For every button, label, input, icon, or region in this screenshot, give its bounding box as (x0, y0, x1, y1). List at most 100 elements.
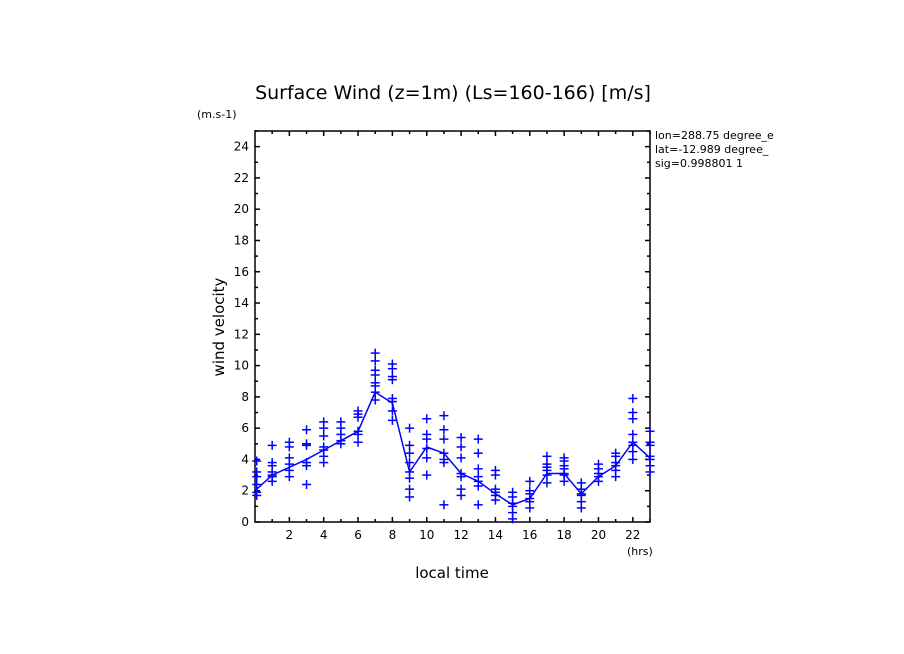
chart-title: Surface Wind (z=1m) (Ls=160-166) [m/s] (255, 82, 651, 104)
scatter-point (319, 431, 329, 441)
scatter-point (302, 425, 312, 435)
scatter-point (456, 442, 466, 452)
scatter-point (267, 458, 277, 468)
scatter-point (525, 486, 535, 496)
y-tick-label: 12 (234, 327, 249, 341)
y-tick-label: 16 (234, 265, 249, 279)
scatter-point (456, 453, 466, 463)
x-tick-label: 6 (354, 528, 362, 542)
y-tick-label: 6 (241, 421, 249, 435)
scatter-point (284, 437, 294, 447)
scatter-point (645, 426, 655, 436)
y-tick-label: 8 (241, 390, 249, 404)
x-tick-label: 2 (286, 528, 294, 542)
scatter-point (405, 492, 415, 502)
x-tick-label: 18 (556, 528, 571, 542)
scatter-point (611, 448, 621, 458)
y-tick-label: 10 (234, 359, 249, 373)
scatter-point (508, 487, 518, 497)
scatter-point (267, 440, 277, 450)
scatter-point (387, 393, 397, 403)
scatter-point (473, 472, 483, 482)
scatter-point (252, 456, 262, 466)
y-tick-label: 2 (241, 484, 249, 498)
y-unit-label: (m.s-1) (197, 108, 237, 121)
scatter-point (405, 448, 415, 458)
y-tick-label: 4 (241, 452, 249, 466)
x-tick-label: 22 (625, 528, 640, 542)
scatter-point (370, 365, 380, 375)
scatter-point (405, 423, 415, 433)
annotation-mask (781, 128, 904, 172)
scatter-point (473, 448, 483, 458)
scatter-point (405, 484, 415, 494)
scatter-point (456, 484, 466, 494)
scatter-point (542, 478, 552, 488)
y-tick-label: 18 (234, 233, 249, 247)
y-tick-label: 14 (234, 296, 249, 310)
x-tick-label: 10 (419, 528, 434, 542)
scatter-point (439, 411, 449, 421)
scatter-point (319, 417, 329, 427)
scatter-point (525, 476, 535, 486)
scatter-point (422, 429, 432, 439)
scatter-point (439, 425, 449, 435)
annotation-lon: lon=288.75 degree_e (655, 129, 774, 142)
y-tick-label: 22 (234, 171, 249, 185)
scatter-point (422, 453, 432, 463)
scatter-point (370, 378, 380, 388)
scatter-point (284, 453, 294, 463)
scatter-point (576, 478, 586, 488)
scatter-point (645, 451, 655, 461)
scatter-point (336, 417, 346, 427)
scatter-point (302, 439, 312, 449)
scatter-point (628, 454, 638, 464)
scatter-point (439, 434, 449, 444)
y-tick-label: 24 (234, 140, 249, 154)
scatter-point (422, 414, 432, 424)
x-tick-label: 20 (591, 528, 606, 542)
scatter-point (456, 433, 466, 443)
scatter-point (628, 393, 638, 403)
scatter-point (439, 500, 449, 510)
scatter-point (542, 459, 552, 469)
scatter-point (422, 470, 432, 480)
scatter-point (405, 440, 415, 450)
scatter-point (353, 406, 363, 416)
scatter-point (542, 451, 552, 461)
scatter-point (473, 464, 483, 474)
scatter-point (559, 453, 569, 463)
scatter-point (252, 479, 262, 489)
x-tick-label: 4 (320, 528, 328, 542)
scatter-point (490, 484, 500, 494)
scatter-point (252, 467, 262, 477)
scatter-point (628, 429, 638, 439)
scatter-point (353, 437, 363, 447)
y-tick-label: 0 (241, 515, 249, 529)
scatter-point (490, 465, 500, 475)
y-axis-title: wind velocity (210, 277, 228, 376)
scatter-point (387, 415, 397, 425)
info-annotations: lon=288.75 degree_e lat=-12.989 degree_ … (655, 129, 774, 170)
scatter-point (593, 459, 603, 469)
scatter-markers (252, 348, 655, 524)
scatter-point (473, 500, 483, 510)
y-tick-label: 20 (234, 202, 249, 216)
x-tick-label: 16 (522, 528, 537, 542)
mean-series-line (256, 391, 651, 506)
x-axis-title: local time (415, 564, 489, 582)
scatter-point (387, 359, 397, 369)
x-unit-label: (hrs) (627, 545, 653, 558)
plot-frame (254, 130, 651, 523)
annotation-lat: lat=-12.989 degree_ (655, 143, 769, 156)
scatter-point (252, 487, 262, 497)
scatter-point (387, 406, 397, 416)
x-tick-label: 8 (389, 528, 397, 542)
scatter-point (302, 479, 312, 489)
scatter-point (387, 372, 397, 382)
scatter-point (628, 408, 638, 418)
x-tick-label: 12 (453, 528, 468, 542)
